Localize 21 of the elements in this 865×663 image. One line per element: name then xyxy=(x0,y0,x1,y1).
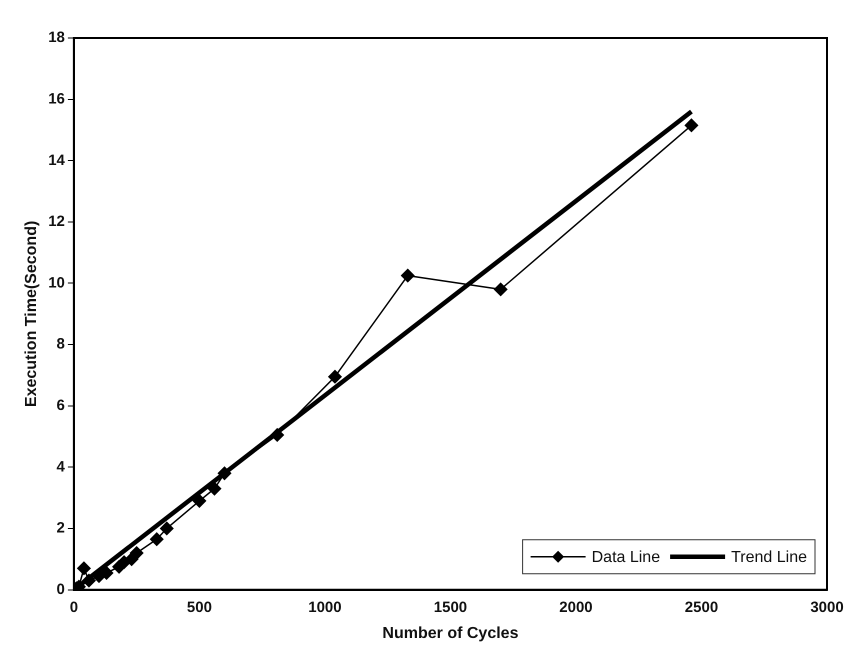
y-tick-label: 8 xyxy=(56,336,65,353)
x-tick-label: 0 xyxy=(70,598,78,616)
x-tick-label: 2500 xyxy=(684,598,718,616)
y-tick-label: 12 xyxy=(48,213,65,230)
x-tick-label: 1500 xyxy=(434,598,468,616)
y-tick-label: 6 xyxy=(56,397,65,414)
legend-label: Trend Line xyxy=(731,549,808,566)
y-tick-label: 14 xyxy=(48,152,66,169)
x-tick-label: 2000 xyxy=(559,598,593,616)
y-axis-title: Execution Time(Second) xyxy=(23,220,40,408)
x-tick-label: 1000 xyxy=(308,598,342,616)
y-tick-label: 2 xyxy=(56,520,65,537)
x-tick-label: 3000 xyxy=(810,598,844,616)
y-tick-label: 10 xyxy=(48,274,65,292)
y-tick-label: 0 xyxy=(56,580,65,598)
y-tick-label: 16 xyxy=(48,90,65,108)
x-tick-label: 500 xyxy=(186,598,212,616)
y-tick-label: 18 xyxy=(48,29,65,46)
y-tick-label: 4 xyxy=(56,458,66,476)
x-axis-title: Number of Cycles xyxy=(382,624,519,642)
legend-label: Data Line xyxy=(592,549,660,566)
